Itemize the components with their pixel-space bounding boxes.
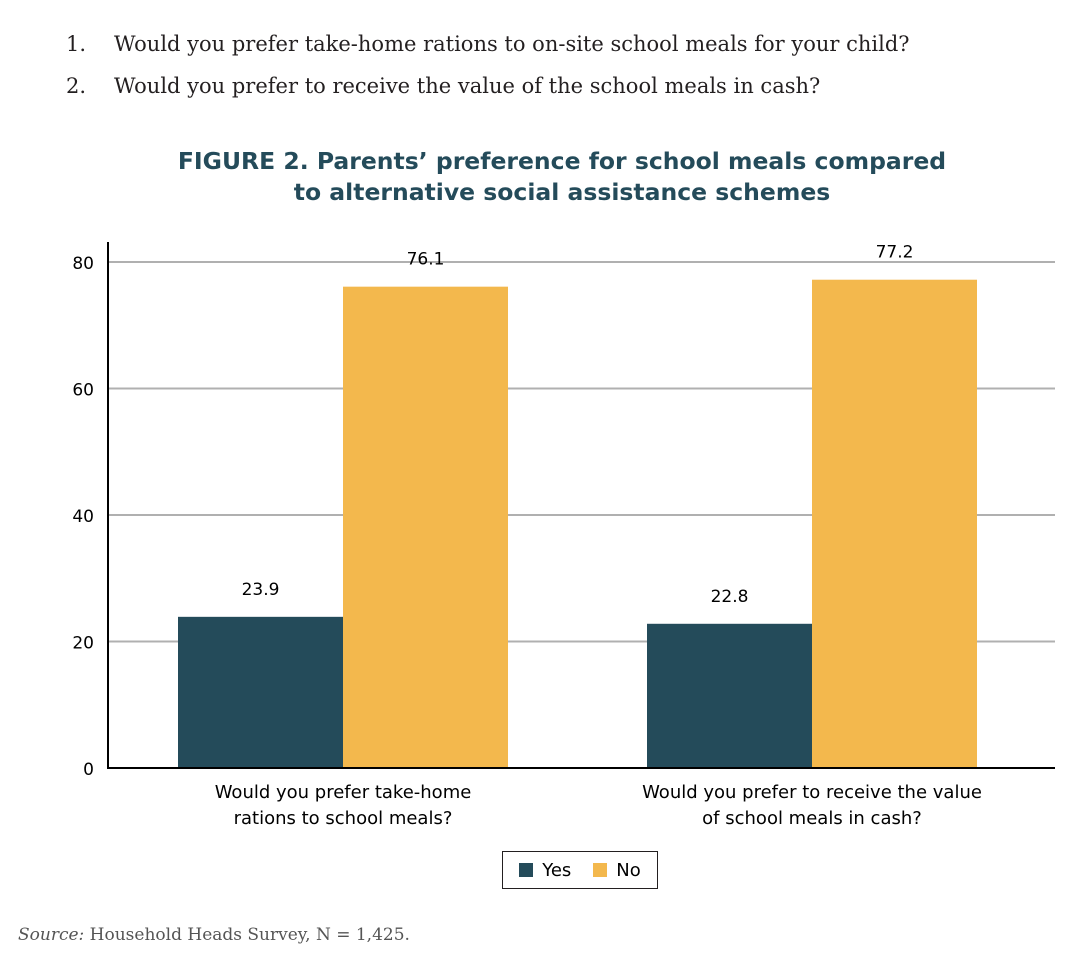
x-category-label: rations to school meals? [234,808,453,829]
x-category-label: Would you prefer take-home [215,782,472,803]
question-item: 1. Would you prefer take-home rations to … [66,32,910,56]
source-text: Household Heads Survey, N = 1,425. [84,925,410,945]
source-note: Source: Household Heads Survey, N = 1,42… [18,925,410,945]
y-tick-label: 0 [83,760,94,780]
legend-label-no: No [616,859,641,881]
legend-item-no: No [593,859,641,881]
bar-yes [647,623,812,768]
question-number: 1. [66,32,87,56]
y-tick-label: 40 [72,507,94,527]
data-label: 77.2 [876,243,914,263]
bar-yes [178,616,343,768]
data-label: 22.8 [711,587,749,607]
legend-swatch-yes [519,863,534,877]
bar-no [812,279,977,768]
legend-swatch-no [593,863,608,877]
x-category-label: of school meals in cash? [702,808,922,829]
chart-legend: Yes No [502,851,658,889]
legend-item-yes: Yes [519,860,571,881]
figure-title-line-2: to alternative social assistance schemes [293,178,831,206]
x-category-label: Would you prefer to receive the value [642,782,982,803]
question-item: 2. Would you prefer to receive the value … [66,74,820,98]
data-label: 76.1 [407,250,445,270]
data-label: 23.9 [242,580,280,600]
question-text: Would you prefer to receive the value of… [114,74,821,98]
y-tick-label: 80 [72,254,94,274]
y-tick-label: 20 [72,634,94,654]
source-label: Source: [18,925,85,945]
question-number: 2. [66,74,87,98]
question-text: Would you prefer take-home rations to on… [114,32,910,56]
figure-title: FIGURE 2. Parents’ preference for school… [96,146,1028,208]
bar-no [343,286,508,768]
y-tick-label: 60 [72,381,94,401]
legend-label-yes: Yes [542,859,572,881]
figure-title-line-1: FIGURE 2. Parents’ preference for school… [177,147,947,175]
